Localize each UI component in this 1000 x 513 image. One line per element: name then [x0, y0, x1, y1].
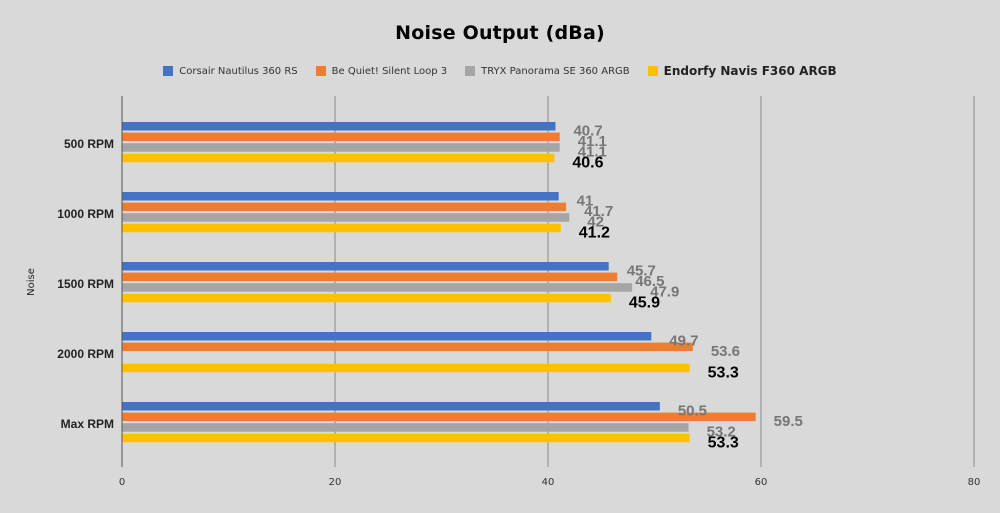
legend-swatch — [315, 66, 326, 76]
data-label: 53.6 — [711, 343, 740, 360]
data-label: 45.9 — [629, 294, 660, 311]
legend-item: Corsair Nautilus 360 RS — [163, 65, 298, 77]
data-label: 50.5 — [678, 403, 707, 420]
bar — [122, 122, 556, 131]
legend-item: TRYX Panorama SE 360 ARGB — [465, 66, 630, 77]
bar — [122, 412, 756, 422]
data-label: 41.1 — [578, 133, 607, 150]
x-tick-label: 20 — [329, 477, 342, 488]
x-tick-label: 40 — [542, 477, 555, 488]
data-label: 59.5 — [774, 413, 803, 430]
bar — [122, 262, 609, 271]
bar — [122, 342, 693, 352]
data-label: 53.2 — [707, 424, 736, 441]
legend-swatch — [647, 66, 658, 76]
data-label: 41 — [577, 193, 594, 210]
category-label: 500 RPM — [64, 137, 114, 151]
bar — [122, 433, 690, 443]
bar — [122, 192, 559, 201]
bar — [122, 363, 690, 373]
category-label: Max RPM — [61, 417, 114, 431]
category-label: 1500 RPM — [57, 277, 114, 291]
bar — [122, 272, 618, 282]
data-label: 41.1 — [578, 144, 607, 161]
bar — [122, 423, 689, 432]
data-label: 45.7 — [627, 263, 656, 280]
legend-item: Be Quiet! Silent Loop 3 — [315, 65, 448, 77]
data-label: 41.7 — [584, 203, 613, 220]
bar — [122, 332, 652, 341]
x-tick-label: 0 — [119, 477, 125, 488]
y-axis-title: Noise — [26, 268, 37, 296]
bar — [122, 132, 560, 142]
bar — [122, 293, 611, 303]
category-label: 2000 RPM — [57, 347, 114, 361]
data-label: 49.7 — [669, 333, 698, 350]
legend-label: Endorfy Navis F360 ARGB — [663, 64, 837, 78]
data-label: 53.3 — [708, 434, 739, 451]
legend-label: Be Quiet! Silent Loop 3 — [331, 65, 448, 77]
data-label: 42 — [587, 214, 604, 231]
data-label: 46.5 — [635, 273, 664, 290]
bar — [122, 143, 560, 152]
chart-title: Noise Output (dBa) — [395, 22, 605, 44]
category-label: 1000 RPM — [57, 207, 114, 221]
legend-label: TRYX Panorama SE 360 ARGB — [481, 65, 630, 77]
bar — [122, 213, 570, 222]
legend-item: Endorfy Navis F360 ARGB — [647, 64, 837, 78]
data-label: 40.6 — [572, 154, 603, 171]
x-tick-label: 80 — [968, 477, 981, 488]
bar — [122, 402, 660, 411]
bar — [122, 283, 633, 292]
bar — [122, 223, 561, 233]
data-label: 41.2 — [579, 224, 610, 241]
legend: Corsair Nautilus 360 RS Be Quiet! Silent … — [0, 64, 1000, 78]
data-label: 47.9 — [650, 284, 679, 301]
x-tick-label: 60 — [755, 477, 768, 488]
data-label: 53.3 — [708, 364, 739, 381]
legend-label: Corsair Nautilus 360 RS — [179, 65, 298, 77]
bar — [122, 202, 567, 212]
bar — [122, 153, 555, 163]
legend-swatch — [465, 66, 476, 76]
data-label: 40.7 — [573, 123, 602, 140]
legend-swatch — [163, 66, 174, 76]
